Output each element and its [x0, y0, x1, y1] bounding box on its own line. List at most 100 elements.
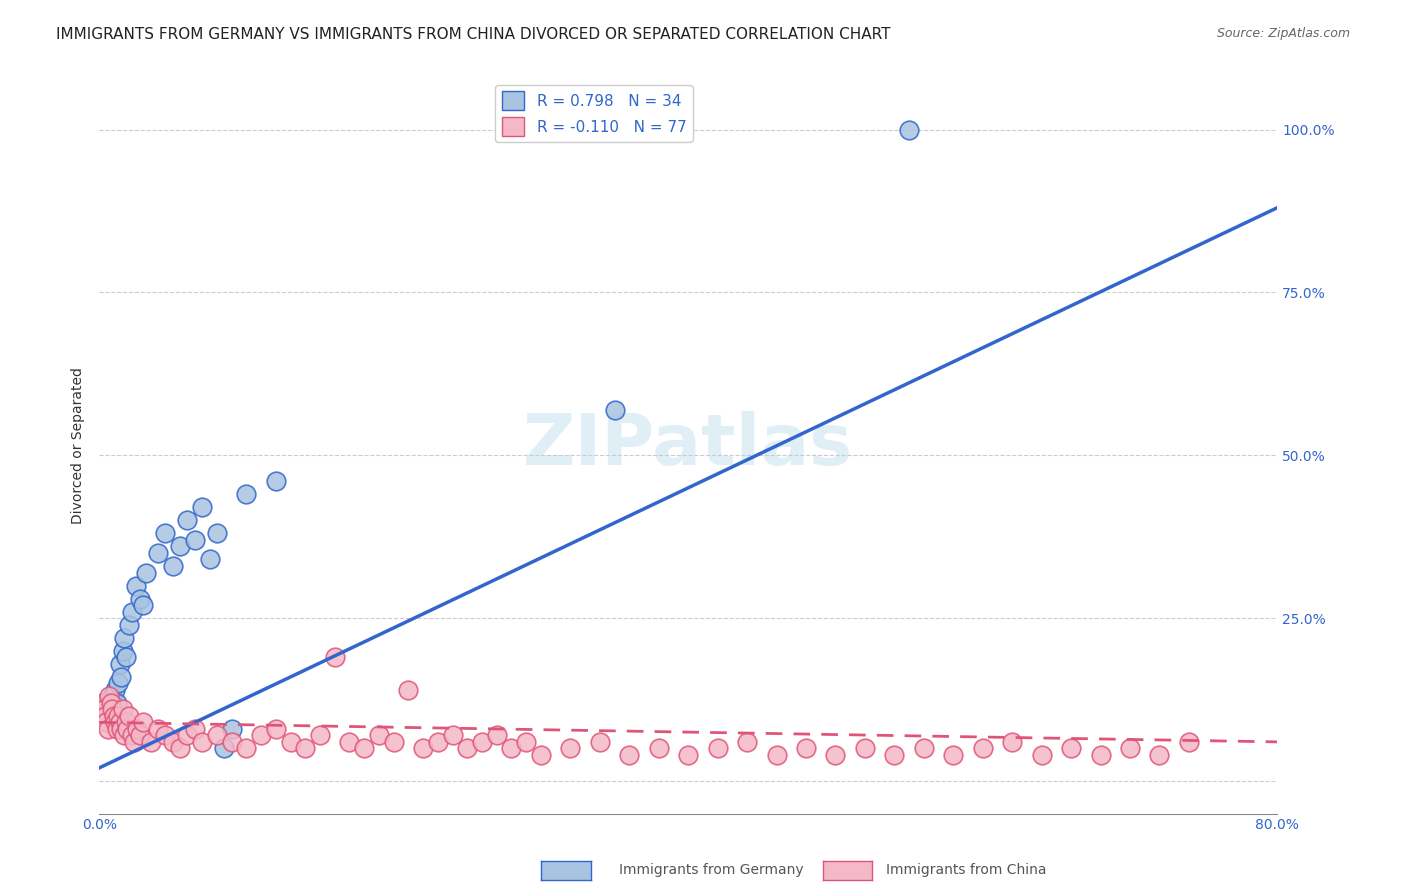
Point — [1090, 747, 1112, 762]
Point — [412, 741, 434, 756]
Point — [97, 722, 120, 736]
Point — [114, 715, 136, 730]
Text: Immigrants from China: Immigrants from China — [886, 863, 1046, 877]
Point — [114, 650, 136, 665]
Point — [676, 747, 699, 762]
Point — [530, 747, 553, 762]
Point — [132, 598, 155, 612]
Point — [100, 696, 122, 710]
Point — [162, 735, 184, 749]
Point — [132, 715, 155, 730]
Point — [101, 690, 124, 704]
Point — [121, 605, 143, 619]
Point — [441, 728, 464, 742]
Point — [105, 696, 128, 710]
Point — [515, 735, 537, 749]
Point — [112, 631, 135, 645]
Point — [111, 643, 134, 657]
Point — [176, 728, 198, 742]
Point — [972, 741, 994, 756]
Point — [127, 722, 149, 736]
Point — [117, 708, 139, 723]
Text: Immigrants from Germany: Immigrants from Germany — [619, 863, 803, 877]
Point — [205, 526, 228, 541]
Point — [103, 708, 125, 723]
Point — [309, 728, 332, 742]
Point — [107, 708, 129, 723]
Point — [353, 741, 375, 756]
Point — [426, 735, 449, 749]
Point — [214, 741, 236, 756]
Point — [124, 735, 146, 749]
Point — [96, 715, 118, 730]
Point — [250, 728, 273, 742]
Point — [184, 722, 207, 736]
Point — [396, 682, 419, 697]
Point — [706, 741, 728, 756]
Point — [824, 747, 846, 762]
Point — [198, 552, 221, 566]
Point — [103, 715, 125, 730]
Point — [294, 741, 316, 756]
Point — [98, 690, 121, 704]
Point — [111, 702, 134, 716]
Point — [129, 591, 152, 606]
Point — [205, 728, 228, 742]
Point — [853, 741, 876, 756]
Point — [235, 741, 257, 756]
Point — [883, 747, 905, 762]
Point — [339, 735, 361, 749]
Point — [155, 526, 177, 541]
Point — [898, 122, 921, 136]
Point — [115, 722, 138, 736]
Point — [191, 500, 214, 515]
Point — [91, 696, 114, 710]
Point — [912, 741, 935, 756]
Point — [603, 402, 626, 417]
Point — [169, 540, 191, 554]
Point — [98, 708, 121, 723]
Point — [1001, 735, 1024, 749]
Point — [589, 735, 612, 749]
Point — [169, 741, 191, 756]
Point — [110, 722, 132, 736]
Point — [735, 735, 758, 749]
Point — [121, 728, 143, 742]
Point — [323, 650, 346, 665]
Point — [94, 708, 117, 723]
Point — [107, 676, 129, 690]
Point — [135, 566, 157, 580]
Point — [162, 559, 184, 574]
Point — [191, 735, 214, 749]
Point — [139, 735, 162, 749]
Text: Source: ZipAtlas.com: Source: ZipAtlas.com — [1216, 27, 1350, 40]
Legend: R = 0.798   N = 34, R = -0.110   N = 77: R = 0.798 N = 34, R = -0.110 N = 77 — [495, 85, 693, 142]
Point — [117, 617, 139, 632]
Point — [221, 735, 243, 749]
Point — [100, 702, 122, 716]
Point — [146, 722, 169, 736]
Point — [280, 735, 302, 749]
Point — [184, 533, 207, 547]
Point — [96, 696, 118, 710]
Point — [264, 722, 287, 736]
Point — [108, 715, 131, 730]
Point — [794, 741, 817, 756]
Point — [146, 546, 169, 560]
Point — [176, 513, 198, 527]
Point — [93, 702, 115, 716]
Point — [155, 728, 177, 742]
Point — [1119, 741, 1142, 756]
Point — [110, 670, 132, 684]
Point — [221, 722, 243, 736]
Text: IMMIGRANTS FROM GERMANY VS IMMIGRANTS FROM CHINA DIVORCED OR SEPARATED CORRELATI: IMMIGRANTS FROM GERMANY VS IMMIGRANTS FR… — [56, 27, 891, 42]
Point — [264, 475, 287, 489]
Point — [129, 728, 152, 742]
Point — [235, 487, 257, 501]
Y-axis label: Divorced or Separated: Divorced or Separated — [72, 367, 86, 524]
Point — [471, 735, 494, 749]
Point — [112, 728, 135, 742]
Point — [1060, 741, 1083, 756]
Point — [765, 747, 787, 762]
Point — [368, 728, 391, 742]
